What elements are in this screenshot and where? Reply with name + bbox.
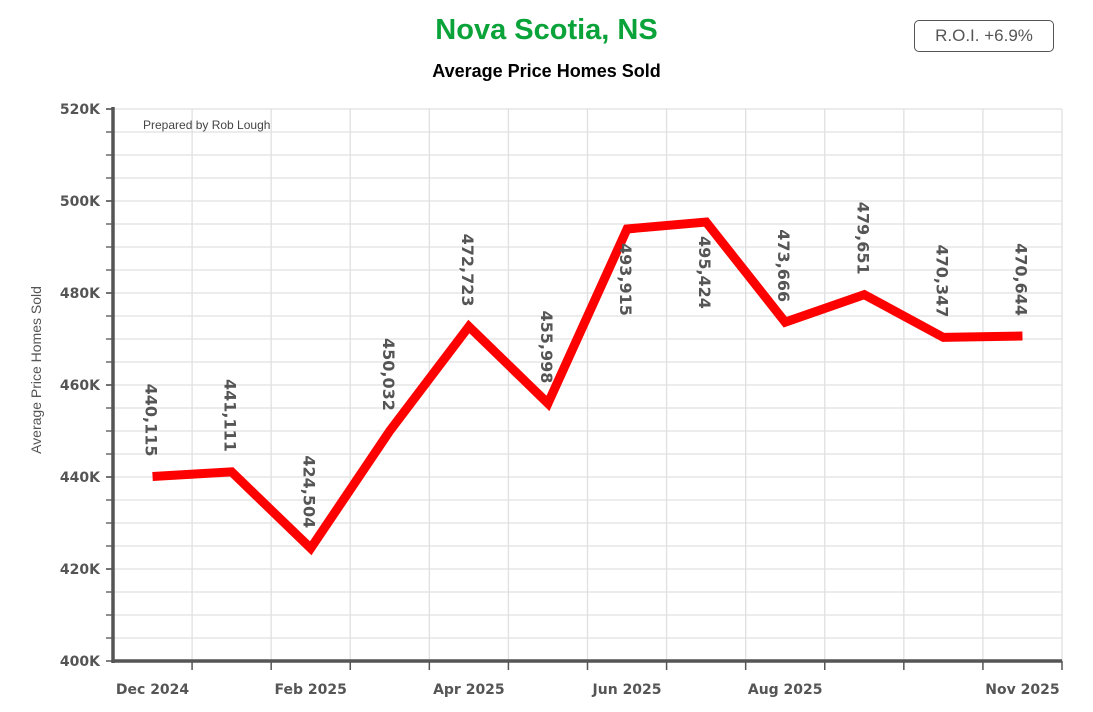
data-label: 455,998 — [537, 311, 556, 384]
roi-badge: R.O.I. +6.9% — [914, 20, 1054, 52]
y-tick-label: 480K — [60, 286, 101, 302]
y-tick-label: 420K — [60, 562, 101, 578]
data-label: 473,666 — [774, 229, 793, 302]
y-tick-label: 500K — [60, 194, 101, 210]
data-label: 441,111 — [221, 379, 240, 452]
x-tick-label: Dec 2024 — [116, 682, 190, 698]
chart-subtitle: Average Price Homes Sold — [432, 61, 661, 81]
y-tick-label: 400K — [60, 654, 101, 670]
data-label: 424,504 — [300, 455, 319, 528]
x-tick-label: Apr 2025 — [433, 682, 505, 698]
x-tick-label: Jun 2025 — [592, 682, 662, 698]
x-tick-label: Aug 2025 — [748, 682, 823, 698]
x-tick-label: Nov 2025 — [985, 682, 1059, 698]
data-label: 440,115 — [142, 384, 161, 457]
data-label: 470,644 — [1011, 243, 1030, 316]
series-line — [152, 217, 1023, 556]
data-label: 450,032 — [379, 338, 398, 411]
x-tick-label: Feb 2025 — [275, 682, 347, 698]
data-label: 470,347 — [932, 245, 951, 318]
data-label: 472,723 — [458, 234, 477, 307]
chart-title: Nova Scotia, NS — [435, 14, 658, 46]
y-tick-label: 440K — [60, 470, 101, 486]
data-label: 479,651 — [853, 202, 872, 275]
prepared-by-annotation: Prepared by Rob Lough — [143, 118, 270, 132]
y-tick-label: 520K — [60, 102, 101, 118]
data-label: 493,915 — [616, 243, 635, 316]
y-tick-label: 460K — [60, 378, 101, 394]
data-label: 495,424 — [695, 236, 714, 309]
y-axis-label: Average Price Homes Sold — [28, 286, 44, 454]
